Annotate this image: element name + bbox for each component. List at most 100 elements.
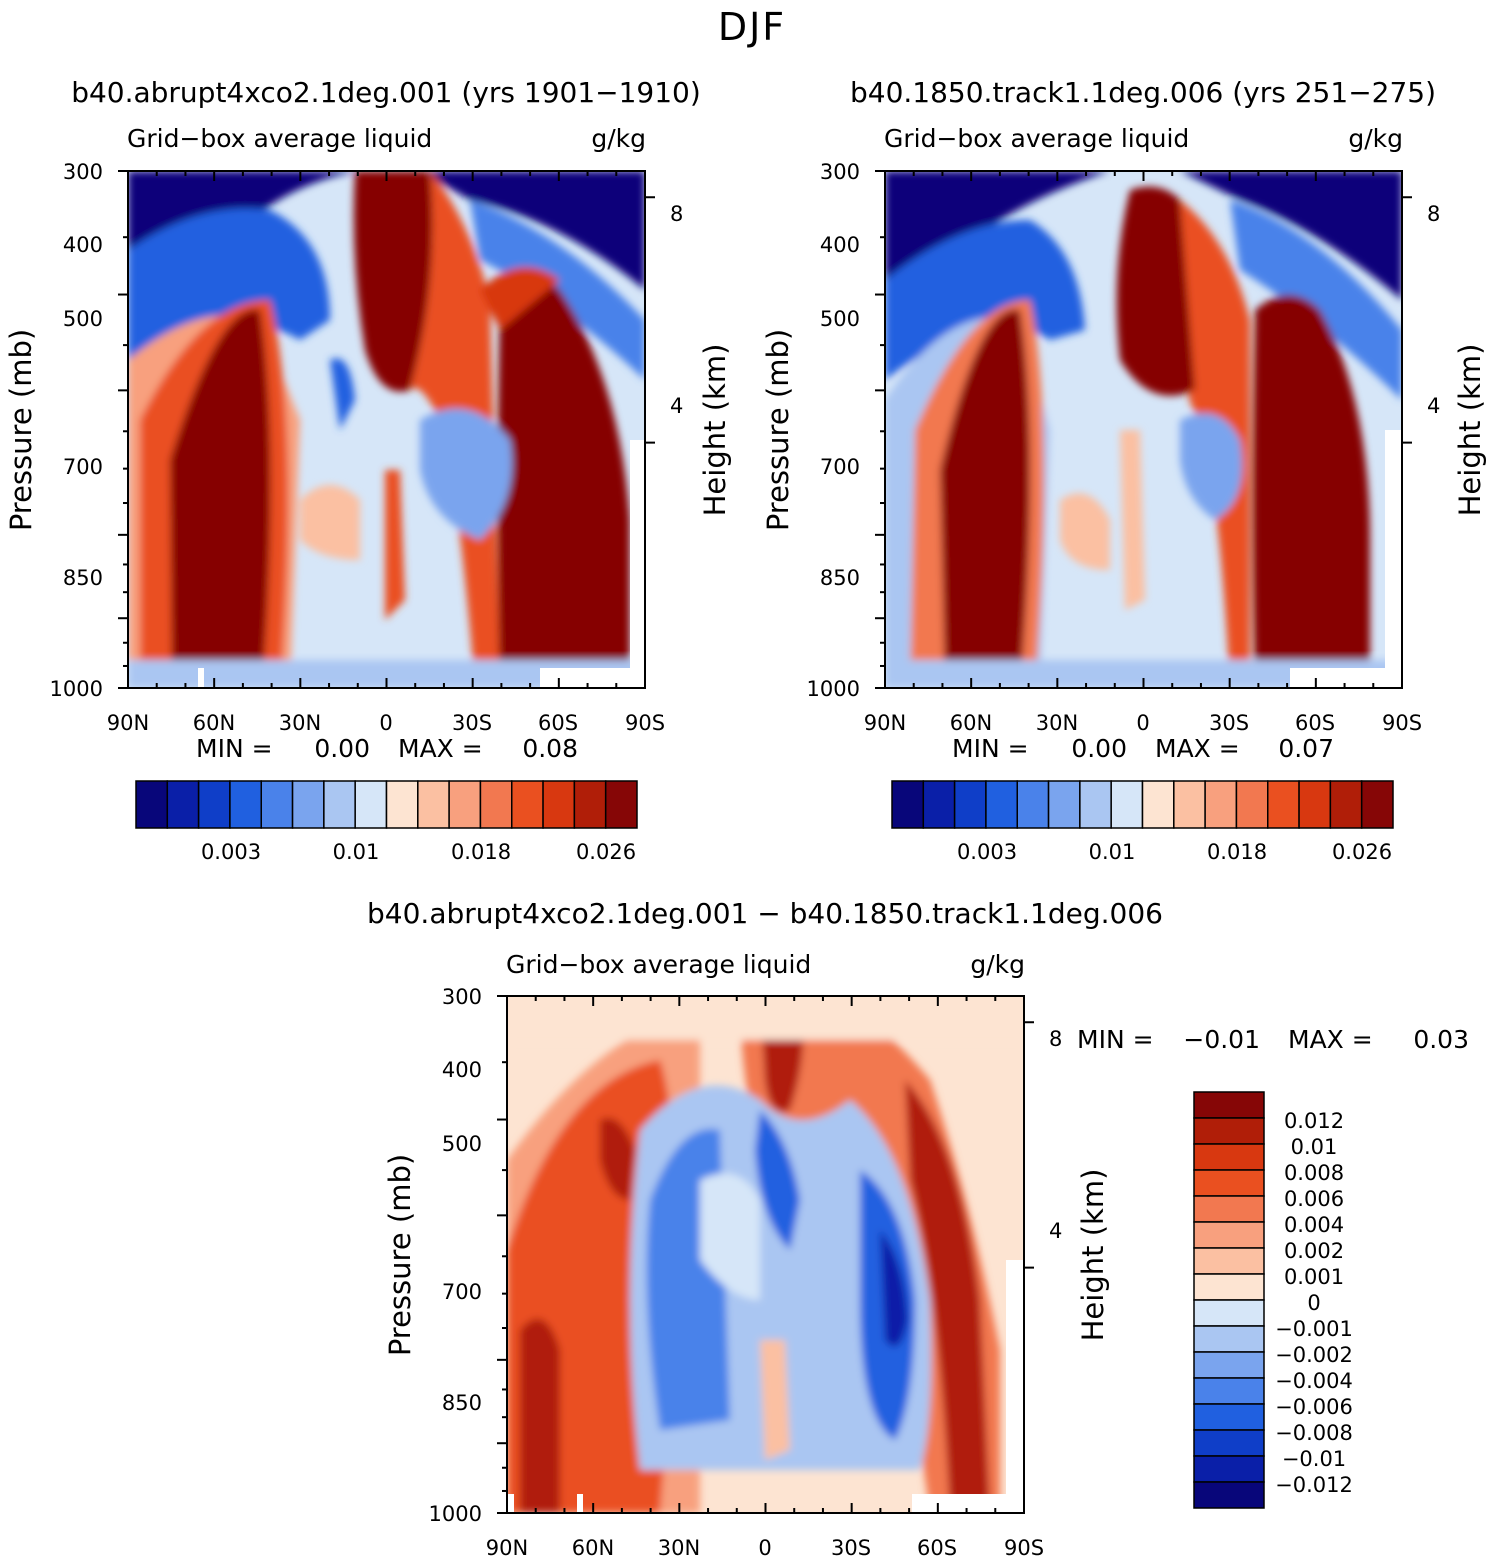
colorbar-swatch	[604, 780, 638, 829]
panel-1-ytick-1000: 1000	[50, 677, 103, 701]
panel-1-xtick-60s: 60S	[538, 711, 578, 735]
panel-3-ytick-300: 300	[442, 985, 482, 1009]
panel-3-cbar-label-1: 0.012	[1284, 1109, 1344, 1133]
panel-2: b40.1850.track1.1deg.006 (yrs 251−275) G…	[761, 76, 1487, 864]
colorbar-swatch	[229, 780, 262, 829]
panel-3-cbar-label-2: 0.01	[1291, 1135, 1338, 1159]
panel-2-variable-label: Grid−box average liquid	[884, 124, 1189, 153]
panel-3-cbar-label-15: −0.012	[1275, 1473, 1353, 1497]
colorbar-swatch	[1193, 1169, 1265, 1197]
panel-3-ytick-500: 500	[442, 1132, 482, 1156]
panel-3-y2label: Height (km)	[1076, 1169, 1110, 1342]
panel-2-cbar-label-3: 0.018	[1207, 840, 1267, 864]
colorbar-swatch	[1267, 780, 1300, 829]
colorbar-swatch	[1193, 1221, 1265, 1249]
panel-1-y2tick-4: 4	[670, 394, 683, 418]
colorbar-swatch	[1079, 780, 1112, 829]
colorbar-swatch	[1235, 780, 1269, 829]
panel-3-colorbar-labels: 0.012 0.01 0.008 0.006 0.004 0.002 0.001…	[1275, 1109, 1353, 1497]
panel-3-y2tick-8: 8	[1049, 1027, 1062, 1051]
panel-2-colorbar	[891, 780, 1394, 829]
panel-2-cbar-label-2: 0.01	[1089, 840, 1136, 864]
panel-1-colorbar	[135, 780, 638, 829]
colorbar-swatch	[953, 780, 987, 829]
panel-3-cbar-label-3: 0.008	[1284, 1161, 1344, 1185]
panel-3-cbar-label-7: 0.001	[1284, 1265, 1344, 1289]
colorbar-swatch	[1360, 780, 1394, 829]
panel-2-xtick-0: 0	[1136, 711, 1149, 735]
panel-1-ytick-400: 400	[63, 233, 103, 257]
panel-3-ticks	[497, 995, 1034, 1514]
panel-3-variable-label: Grid−box average liquid	[506, 950, 811, 979]
panel-1: b40.abrupt4xco2.1deg.001 (yrs 1901−1910)…	[4, 76, 732, 864]
panel-1-y2tick-8: 8	[670, 202, 683, 226]
colorbar-swatch	[542, 780, 576, 829]
colorbar-swatch	[985, 780, 1018, 829]
panel-3-cbar-label-9: −0.001	[1275, 1317, 1353, 1341]
colorbar-swatch	[1298, 780, 1332, 829]
panel-1-cbar-label-1: 0.003	[201, 840, 261, 864]
colorbar-swatch	[1193, 1455, 1265, 1483]
colorbar-swatch	[1193, 1195, 1265, 1223]
panel-1-title: b40.abrupt4xco2.1deg.001 (yrs 1901−1910)	[71, 76, 701, 109]
panel-3-cbar-label-14: −0.01	[1282, 1447, 1346, 1471]
panel-1-ytick-300: 300	[63, 160, 103, 184]
panel-1-xtick-60n: 60N	[193, 711, 235, 735]
colorbar-swatch	[922, 780, 956, 829]
panel-2-ylabel: Pressure (mb)	[761, 329, 795, 531]
panel-1-ytick-700: 700	[63, 455, 103, 479]
panel-3-ytick-400: 400	[442, 1058, 482, 1082]
colorbar-swatch	[891, 780, 925, 829]
panel-3-xtick-30n: 30N	[658, 1536, 700, 1560]
colorbar-swatch	[1193, 1429, 1265, 1457]
panel-3-cbar-label-8: 0	[1307, 1291, 1320, 1315]
panel-2-max-value: 0.07	[1278, 734, 1334, 763]
panel-3-title: b40.abrupt4xco2.1deg.001 − b40.1850.trac…	[367, 897, 1163, 930]
panel-3-ytick-700: 700	[442, 1280, 482, 1304]
colorbar-swatch	[323, 780, 356, 829]
colorbar-swatch	[1110, 780, 1144, 829]
panel-3-xtick-30s: 30S	[831, 1536, 871, 1560]
page-title: DJF	[718, 5, 786, 49]
panel-1-xtick-90n: 90N	[107, 711, 149, 735]
panel-2-ytick-700: 700	[820, 455, 860, 479]
panel-3-xtick-60s: 60S	[917, 1536, 957, 1560]
panel-3-cbar-label-5: 0.004	[1284, 1213, 1344, 1237]
panel-3-ytick-1000: 1000	[429, 1502, 482, 1526]
panel-3-cbar-label-10: −0.002	[1275, 1343, 1353, 1367]
panel-2-xtick-60n: 60N	[950, 711, 992, 735]
panel-2-ticks	[875, 170, 1412, 689]
panel-2-xtick-30s: 30S	[1209, 711, 1249, 735]
panel-2-ytick-850: 850	[820, 566, 860, 590]
panel-2-xtick-90s: 90S	[1382, 711, 1422, 735]
panel-3-cbar-label-4: 0.006	[1284, 1187, 1344, 1211]
colorbar-swatch	[417, 780, 450, 829]
panel-3-max-label: MAX =	[1288, 1025, 1373, 1054]
panel-2-y2label: Height (km)	[1453, 344, 1487, 517]
panel-2-ytick-300: 300	[820, 160, 860, 184]
colorbar-swatch	[1193, 1091, 1265, 1119]
panel-1-min-label: MIN =	[196, 734, 273, 763]
panel-1-field	[128, 171, 645, 688]
colorbar-swatch	[573, 780, 607, 829]
colorbar-swatch	[1193, 1481, 1265, 1509]
colorbar-swatch	[479, 780, 513, 829]
panel-3-cbar-label-13: −0.008	[1275, 1421, 1353, 1445]
panel-2-xtick-60s: 60S	[1295, 711, 1335, 735]
panel-2-min-value: 0.00	[1071, 734, 1127, 763]
colorbar-swatch	[354, 780, 388, 829]
panel-2-ytick-500: 500	[820, 307, 860, 331]
colorbar-swatch	[260, 780, 294, 829]
panel-2-ytick-1000: 1000	[807, 677, 860, 701]
colorbar-swatch	[1193, 1325, 1265, 1353]
panel-1-xtick-30s: 30S	[452, 711, 492, 735]
colorbar-swatch	[1193, 1377, 1265, 1405]
panel-2-y2tick-4: 4	[1427, 394, 1440, 418]
panel-3-xtick-0: 0	[758, 1536, 771, 1560]
panel-2-title: b40.1850.track1.1deg.006 (yrs 251−275)	[850, 76, 1436, 109]
colorbar-swatch	[1193, 1247, 1265, 1275]
panel-1-xtick-30n: 30N	[279, 711, 321, 735]
panel-1-cbar-label-3: 0.018	[451, 840, 511, 864]
